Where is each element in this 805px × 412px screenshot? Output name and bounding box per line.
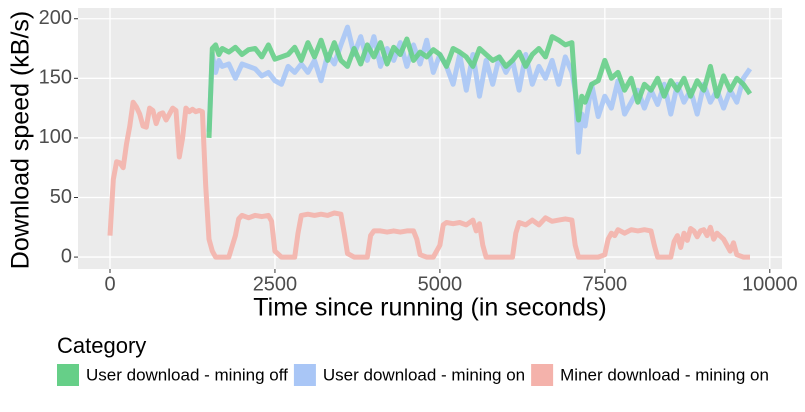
y-tick-label: 100 xyxy=(39,126,72,148)
legend-label: User download - mining off xyxy=(86,365,288,384)
x-tick-label: 5000 xyxy=(418,273,463,295)
y-tick-label: 150 xyxy=(39,67,72,89)
legend-key xyxy=(531,364,554,386)
x-tick-label: 7500 xyxy=(583,273,628,295)
y-tick-label: 0 xyxy=(61,245,72,267)
x-axis-title: Time since running (in seconds) xyxy=(253,294,606,322)
legend-label: Miner download - mining on xyxy=(560,365,769,384)
x-tick-label: 10000 xyxy=(742,273,798,295)
data-line xyxy=(206,24,753,155)
y-axis-title: Download speed (kB/s) xyxy=(7,11,35,269)
x-tick-label: 0 xyxy=(104,273,115,295)
legend-label: User download - mining on xyxy=(323,365,525,384)
data-line xyxy=(107,99,750,260)
legend-key xyxy=(293,364,316,386)
data-line xyxy=(206,34,753,138)
y-tick-label: 50 xyxy=(50,186,72,208)
legend-title: Category xyxy=(57,333,146,358)
y-tick-label: 200 xyxy=(39,7,72,29)
x-tick-label: 2500 xyxy=(253,273,298,295)
legend-key xyxy=(57,364,79,386)
